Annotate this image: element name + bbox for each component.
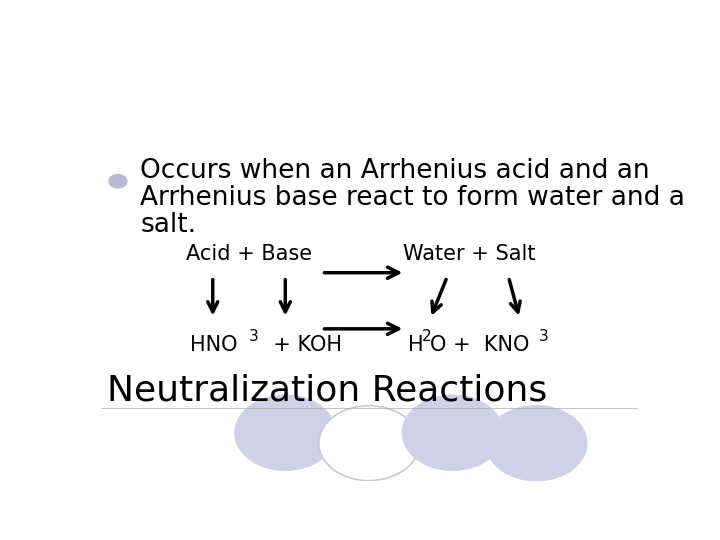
Text: 3: 3 [539, 329, 549, 344]
Circle shape [486, 406, 587, 481]
Text: 2: 2 [422, 329, 431, 344]
Text: Arrhenius base react to form water and a: Arrhenius base react to form water and a [140, 185, 685, 211]
Text: O +  KNO: O + KNO [431, 335, 530, 355]
Text: Occurs when an Arrhenius acid and an: Occurs when an Arrhenius acid and an [140, 158, 650, 184]
Text: salt.: salt. [140, 212, 197, 238]
Text: Water + Salt: Water + Salt [403, 245, 536, 265]
Circle shape [109, 174, 127, 188]
Text: HNO: HNO [190, 335, 238, 355]
Circle shape [319, 406, 419, 481]
Text: Neutralization Reactions: Neutralization Reactions [107, 374, 547, 408]
Circle shape [402, 395, 503, 470]
Text: H: H [408, 335, 423, 355]
Text: Acid + Base: Acid + Base [186, 245, 312, 265]
Circle shape [235, 395, 336, 470]
Text: 3: 3 [249, 329, 258, 344]
Text: + KOH: + KOH [260, 335, 342, 355]
